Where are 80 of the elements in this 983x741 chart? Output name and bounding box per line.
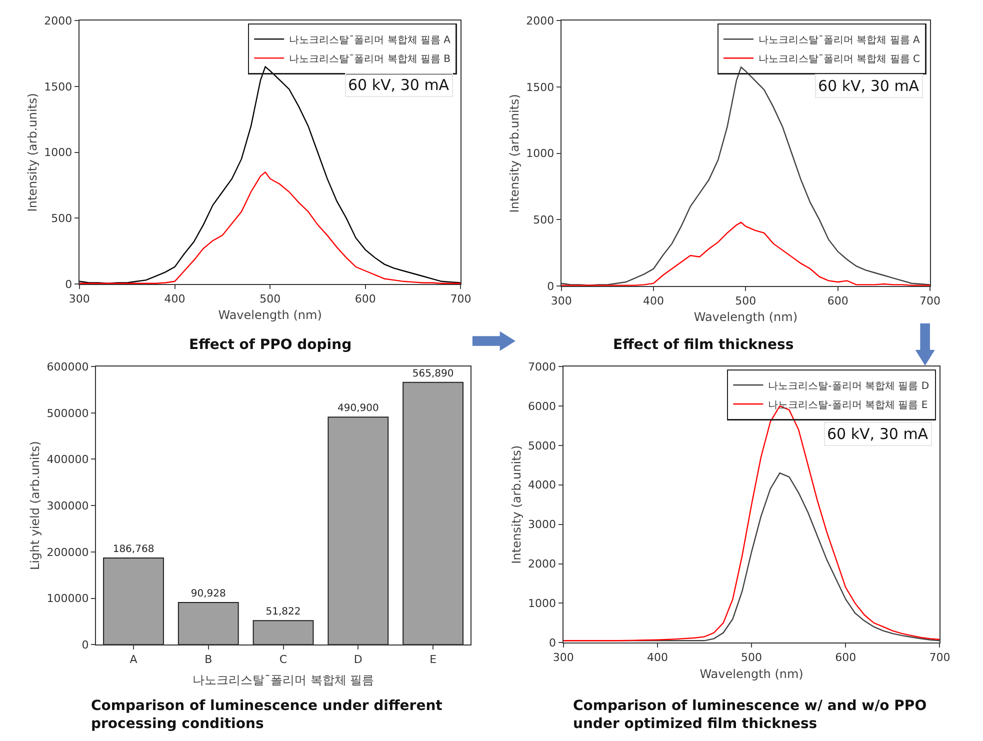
y-tick-label: 600000 bbox=[46, 360, 89, 374]
bar bbox=[402, 382, 464, 645]
x-tick-label: 500 bbox=[260, 292, 281, 306]
y-tick-label: 300000 bbox=[46, 499, 89, 512]
x-tick-label: 300 bbox=[550, 294, 572, 308]
x-axis-title: 나노크리스탈¯폴리머 복합체 필름 bbox=[192, 672, 374, 687]
x-tick-label: 400 bbox=[643, 294, 664, 308]
x-tick-label: 500 bbox=[741, 650, 762, 664]
x-tick-label: B bbox=[204, 652, 212, 666]
data-label: 490,900 bbox=[337, 403, 379, 414]
x-tick-label: 700 bbox=[919, 294, 940, 308]
legend-label: 나노크리스탈¯폴리머 복합체 필름 A bbox=[289, 34, 451, 46]
x-tick-label: 400 bbox=[164, 292, 186, 306]
y-tick-label: 0 bbox=[65, 278, 72, 291]
y-tick-label: 0 bbox=[82, 638, 89, 652]
y-tick-label: 2000 bbox=[526, 14, 554, 28]
y-tick-label: 500000 bbox=[46, 406, 89, 420]
x-axis-title: Wavelength (nm) bbox=[700, 666, 804, 681]
annotation: 60 kV, 30 mA bbox=[818, 77, 920, 95]
data-label: 51,822 bbox=[266, 606, 301, 618]
data-label: 90,928 bbox=[190, 588, 226, 600]
y-tick-label: 1000 bbox=[526, 147, 554, 160]
bar bbox=[103, 558, 164, 645]
x-tick-label: 400 bbox=[646, 650, 668, 664]
y-axis-title: Intensity (arb.units) bbox=[507, 94, 522, 213]
y-tick-label: 4000 bbox=[528, 478, 556, 492]
legend-label: 나노크리스탈¯폴리머 복합체 필름 B bbox=[289, 54, 451, 65]
x-tick-label: A bbox=[130, 652, 138, 666]
y-tick-label: 3000 bbox=[528, 518, 556, 532]
x-tick-label: 300 bbox=[68, 292, 90, 306]
bar bbox=[178, 602, 239, 645]
text: Effect of film thickness bbox=[613, 337, 794, 353]
y-tick-label: 5000 bbox=[528, 439, 556, 452]
y-tick-label: 100000 bbox=[46, 592, 89, 606]
bar bbox=[252, 620, 314, 645]
annotation: 60 kV, 30 mA bbox=[348, 76, 450, 94]
legend-label: 나노크리스탈-폴리머 복합체 필름 D bbox=[768, 380, 930, 392]
y-tick-label: 2000 bbox=[44, 14, 72, 28]
legend-label: 나노크리스탈-폴리머 복합체 필름 E bbox=[768, 400, 928, 411]
line-series bbox=[79, 66, 461, 284]
y-tick-label: 1000 bbox=[44, 146, 72, 160]
annotation: 60 kV, 30 mA bbox=[827, 425, 929, 443]
y-tick-label: 1000 bbox=[528, 597, 556, 610]
x-tick-label: E bbox=[430, 652, 437, 666]
y-tick-label: 500 bbox=[51, 212, 72, 226]
line-series bbox=[561, 66, 930, 286]
x-tick-label: D bbox=[354, 652, 362, 666]
line-series bbox=[79, 172, 461, 284]
y-tick-label: 1500 bbox=[526, 80, 554, 94]
text: Comparison of luminescence under different processing conditions bbox=[91, 698, 443, 732]
y-tick-label: 500 bbox=[533, 214, 554, 227]
x-tick-label: 700 bbox=[450, 292, 472, 306]
y-tick-label: 400000 bbox=[46, 453, 89, 466]
y-axis-title: Intensity (arb.units) bbox=[509, 445, 524, 564]
y-axis-title: Light yield (arb.units) bbox=[28, 441, 42, 570]
legend-label: 나노크리스탈¯폴리머 복합체 필름 C bbox=[758, 54, 920, 65]
x-axis-title: Wavelength (nm) bbox=[218, 308, 322, 322]
text: Effect of PPO doping bbox=[189, 337, 352, 353]
x-tick-label: 600 bbox=[354, 292, 376, 306]
x-axis-title: Wavelength (nm) bbox=[694, 310, 798, 324]
y-tick-label: 6000 bbox=[528, 400, 556, 413]
y-tick-label: 200000 bbox=[46, 546, 89, 559]
y-axis-title: Intensity (arb.units) bbox=[25, 93, 40, 212]
x-tick-label: 600 bbox=[827, 294, 848, 308]
x-tick-label: 500 bbox=[735, 294, 756, 308]
line-series bbox=[561, 222, 930, 286]
y-tick-label: 1500 bbox=[44, 80, 72, 94]
y-tick-label: 7000 bbox=[528, 360, 556, 374]
y-tick-label: 2000 bbox=[528, 558, 556, 571]
data-label: 186,768 bbox=[112, 544, 154, 556]
text: Comparison of luminescence w/ and w/o PPO under optimized film thickness bbox=[573, 698, 927, 732]
x-tick-label: 700 bbox=[929, 650, 950, 664]
data-label: 565,890 bbox=[412, 368, 454, 380]
x-tick-label: C bbox=[279, 652, 288, 666]
legend-label: 나노크리스탈¯폴리머 복합체 필름 A bbox=[758, 34, 920, 46]
x-tick-label: 600 bbox=[835, 650, 856, 664]
bar bbox=[328, 416, 389, 645]
y-tick-label: 0 bbox=[547, 280, 554, 293]
x-tick-label: 300 bbox=[552, 650, 574, 664]
y-tick-label: 0 bbox=[549, 636, 556, 650]
